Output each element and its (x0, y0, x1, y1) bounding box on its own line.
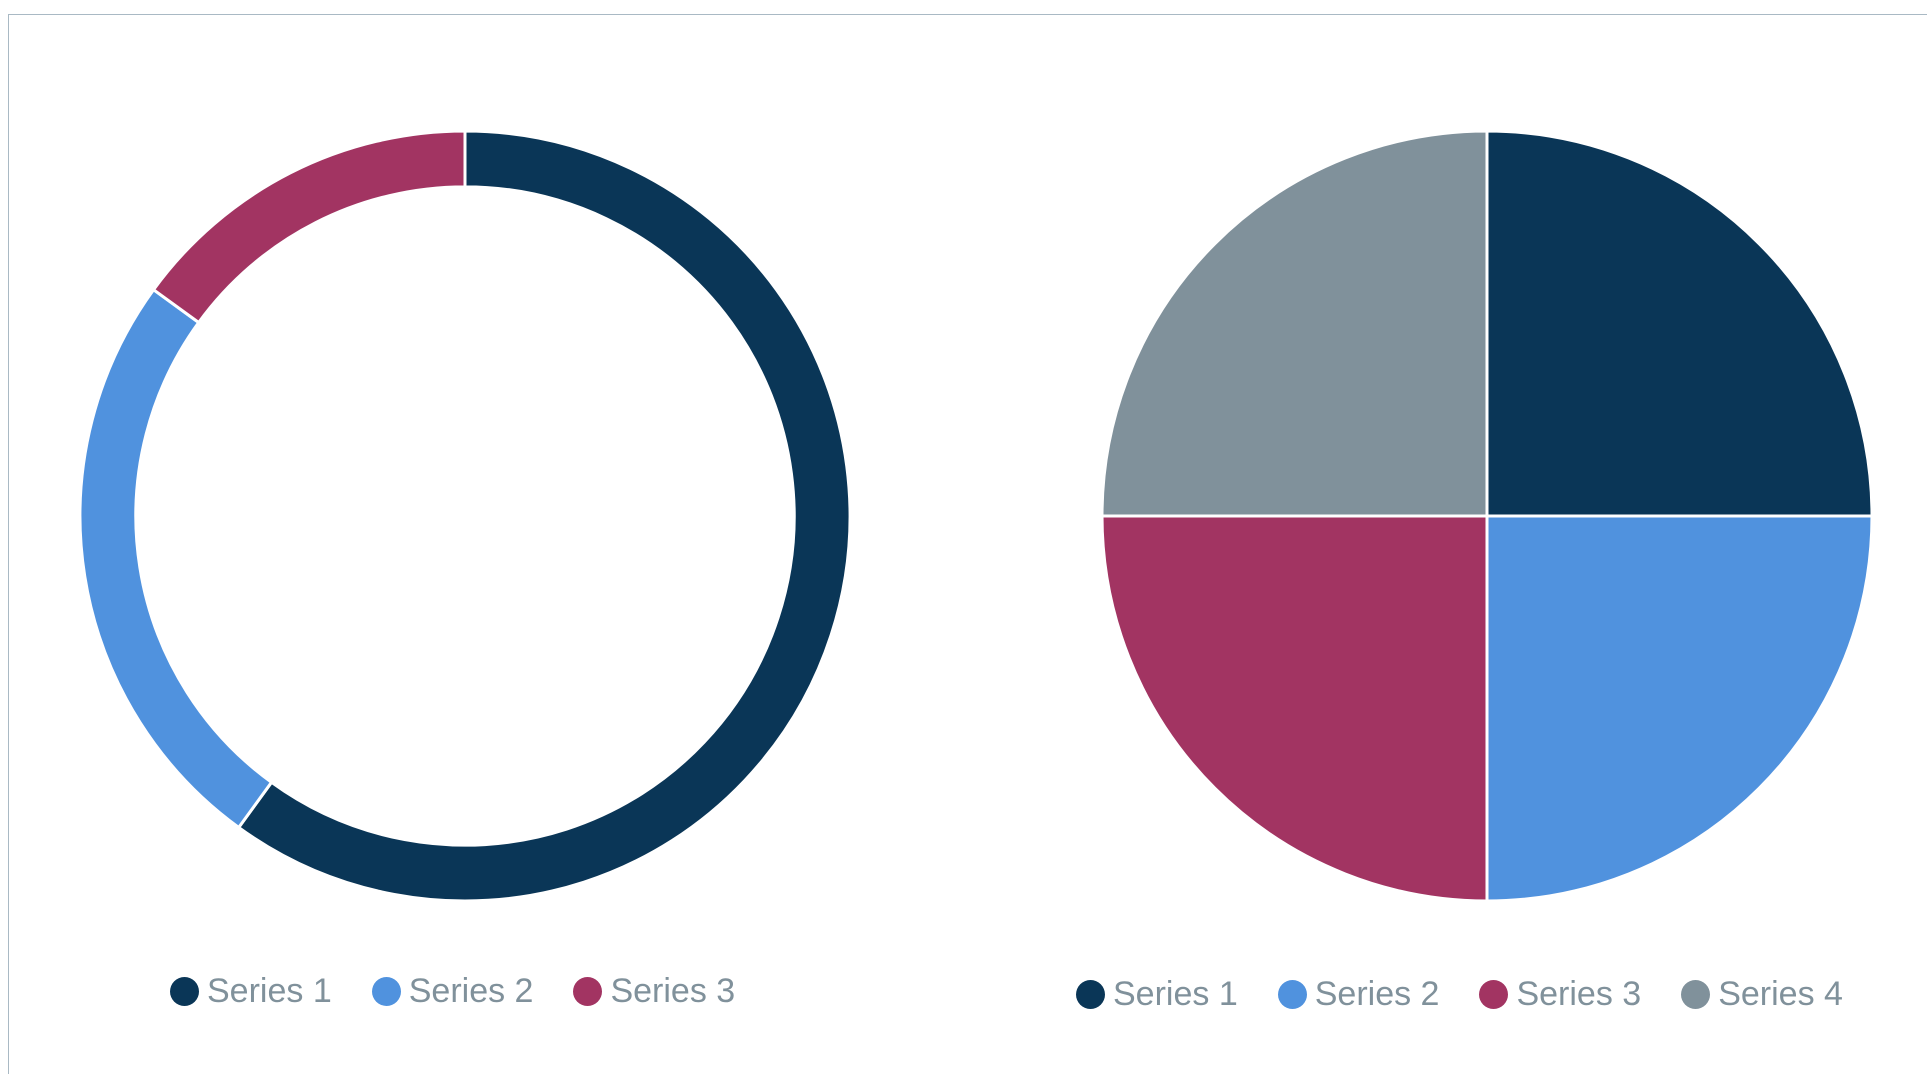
legend-marker (170, 976, 199, 1006)
slice-series-1[interactable] (1485, 129, 1874, 518)
legend-item-series-2[interactable]: Series 2 (371, 972, 534, 1010)
donut-legend: Series 1 Series 2 Series 3 (170, 974, 735, 1008)
legend-marker (573, 976, 603, 1006)
legend-marker (1277, 979, 1307, 1009)
legend-marker (371, 976, 401, 1006)
legend-item-series-3[interactable]: Series 3 (573, 974, 735, 1008)
legend-label: Series 1 (207, 972, 332, 1010)
pie-legend: Series 1 Series 2 Series 3 Series 4 (1076, 977, 1843, 1011)
legend-marker (1076, 979, 1105, 1009)
legend-label: Series 3 (610, 972, 736, 1010)
legend-item-series-1[interactable]: Series 1 (170, 974, 332, 1008)
slice-series-1[interactable] (236, 129, 852, 903)
slice-series-3[interactable] (1100, 514, 1489, 903)
legend-label: Series 3 (1516, 975, 1642, 1013)
slice-series-4[interactable] (1100, 129, 1489, 518)
legend-marker (1681, 979, 1711, 1009)
legend-item-series-4[interactable]: Series 4 (1681, 977, 1843, 1011)
legend-marker (1479, 979, 1509, 1009)
legend-item-series-3[interactable]: Series 3 (1479, 977, 1641, 1011)
legend-item-series-1[interactable]: Series 1 (1076, 977, 1238, 1011)
legend-label: Series 2 (408, 972, 534, 1010)
legend-item-series-2[interactable]: Series 2 (1277, 975, 1440, 1013)
donut-chart (78, 129, 852, 903)
pie-chart (1100, 129, 1874, 903)
slice-series-2[interactable] (1485, 514, 1874, 903)
slice-series-3[interactable] (151, 129, 467, 325)
legend-label: Series 1 (1113, 975, 1238, 1013)
legend-label: Series 4 (1718, 975, 1843, 1013)
legend-label: Series 2 (1314, 975, 1440, 1013)
